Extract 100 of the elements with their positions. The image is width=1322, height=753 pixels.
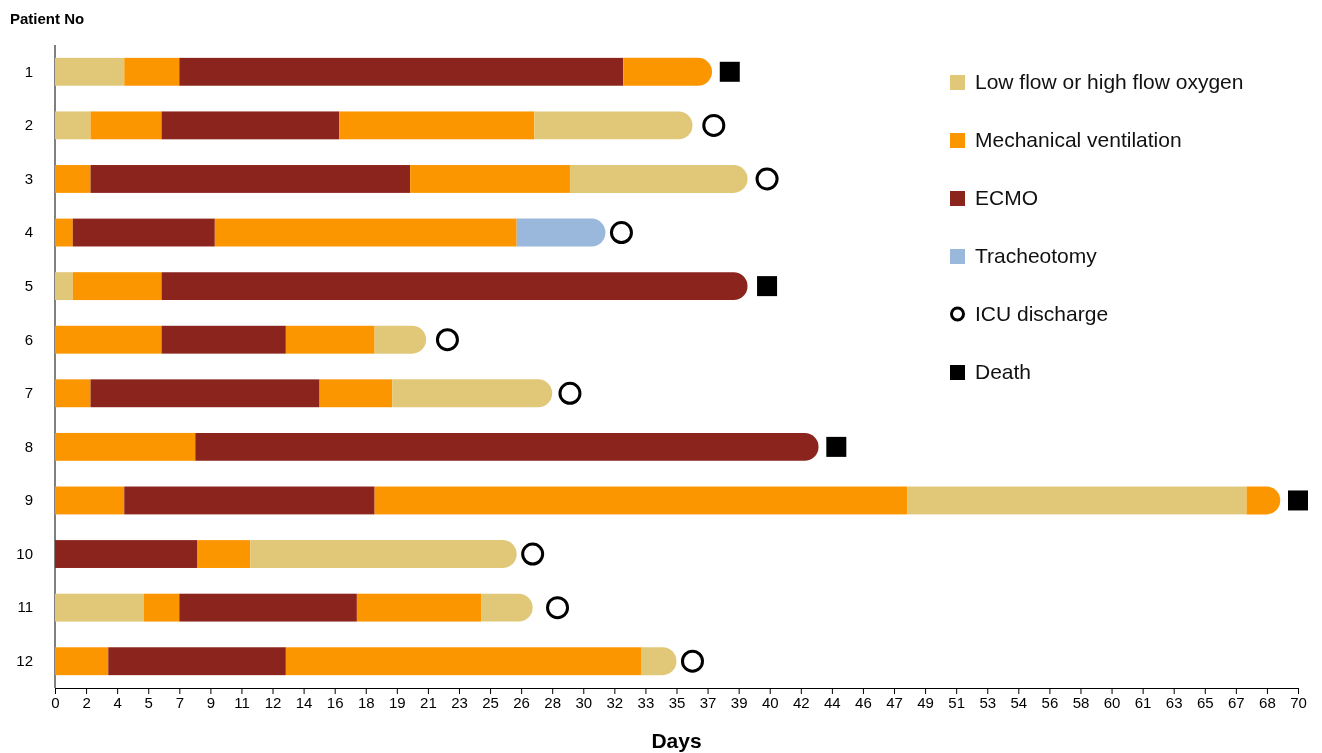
x-tick-label: 54 bbox=[1010, 693, 1028, 711]
x-tick-label: 9 bbox=[206, 693, 216, 711]
legend-label: ICU discharge bbox=[975, 302, 1109, 325]
x-tick-label: 16 bbox=[326, 693, 344, 711]
point bbox=[755, 167, 779, 191]
x-tick-label: 51 bbox=[948, 693, 966, 711]
x-tick-label: 28 bbox=[544, 693, 562, 711]
point bbox=[521, 542, 545, 566]
y-tick-label: 6 bbox=[24, 330, 33, 348]
legend-label: ECMO bbox=[975, 186, 1038, 209]
bar bbox=[55, 57, 125, 86]
legend-label: Mechanical ventilation bbox=[975, 128, 1182, 151]
x-tick-label: 18 bbox=[357, 693, 375, 711]
x-tick-label: 49 bbox=[917, 693, 934, 711]
point bbox=[546, 596, 570, 620]
bar bbox=[214, 218, 517, 247]
bar bbox=[161, 272, 748, 301]
point bbox=[826, 436, 847, 457]
point bbox=[702, 113, 726, 137]
x-tick-label: 68 bbox=[1259, 693, 1276, 711]
bar bbox=[55, 218, 73, 247]
x-tick-label: 56 bbox=[1041, 693, 1059, 711]
y-tick-label: 1 bbox=[24, 62, 33, 80]
x-tick-label: 4 bbox=[113, 693, 122, 711]
bar bbox=[392, 379, 553, 408]
bar bbox=[161, 111, 340, 140]
bar bbox=[250, 540, 517, 568]
bar bbox=[623, 57, 712, 86]
x-tick-label: 21 bbox=[420, 693, 437, 711]
bar bbox=[356, 593, 482, 622]
bar bbox=[55, 647, 109, 676]
y-tick-label: 9 bbox=[24, 491, 33, 509]
bar bbox=[534, 111, 693, 140]
x-tick-label: 12 bbox=[264, 693, 282, 711]
x-tick-label: 7 bbox=[175, 693, 184, 711]
bar bbox=[374, 486, 908, 515]
x-tick-label: 5 bbox=[144, 693, 153, 711]
y-tick-label: 4 bbox=[24, 223, 33, 241]
x-tick-label: 32 bbox=[606, 693, 624, 711]
bar bbox=[90, 165, 411, 193]
bar bbox=[143, 593, 180, 622]
x-tick-label: 60 bbox=[1103, 693, 1121, 711]
y-tick-label: 5 bbox=[24, 276, 33, 294]
point bbox=[1288, 490, 1308, 511]
x-tick-label: 47 bbox=[886, 693, 903, 711]
y-tick-label: 3 bbox=[24, 169, 33, 187]
x-tick-label: 67 bbox=[1228, 693, 1245, 711]
x-tick-label: 53 bbox=[979, 693, 997, 711]
x-tick-label: 30 bbox=[575, 693, 593, 711]
bar bbox=[410, 165, 570, 193]
y-tick-label: 7 bbox=[24, 384, 33, 402]
bar bbox=[195, 432, 819, 461]
bar bbox=[55, 379, 91, 408]
x-tick-label: 14 bbox=[295, 693, 313, 711]
bar bbox=[55, 432, 196, 461]
bar bbox=[285, 325, 375, 354]
bar bbox=[179, 593, 357, 622]
y-tick-label: 8 bbox=[24, 437, 33, 455]
x-tick-label: 58 bbox=[1072, 693, 1090, 711]
x-tick-label: 23 bbox=[451, 693, 468, 711]
bar bbox=[339, 111, 535, 140]
point bbox=[719, 61, 740, 82]
x-tick-label: 42 bbox=[792, 693, 810, 711]
bar bbox=[55, 325, 162, 354]
point bbox=[609, 221, 633, 245]
bar bbox=[569, 165, 748, 193]
bar bbox=[55, 165, 91, 193]
x-tick-label: 35 bbox=[668, 693, 686, 711]
bar bbox=[55, 111, 91, 140]
point bbox=[558, 381, 582, 405]
bar bbox=[108, 647, 286, 676]
x-tick-label: 25 bbox=[482, 693, 499, 711]
bar bbox=[124, 57, 180, 86]
y-tick-label: 12 bbox=[16, 652, 33, 670]
bar bbox=[90, 111, 162, 140]
point bbox=[757, 276, 778, 297]
y-tick-label: 10 bbox=[16, 544, 33, 562]
bar bbox=[55, 486, 125, 515]
x-tick-label: 61 bbox=[1134, 693, 1152, 711]
bar bbox=[197, 540, 251, 568]
x-tick-label: 0 bbox=[51, 693, 60, 711]
bar bbox=[124, 486, 375, 515]
bar bbox=[161, 325, 286, 354]
bar bbox=[55, 272, 73, 301]
x-tick-label: 40 bbox=[761, 693, 779, 711]
bar bbox=[374, 325, 427, 354]
bar bbox=[907, 486, 1247, 515]
x-tick-label: 2 bbox=[82, 693, 91, 711]
bar bbox=[285, 647, 641, 676]
x-tick-label: 63 bbox=[1165, 693, 1183, 711]
y-tick-label: 11 bbox=[17, 598, 33, 616]
x-tick-label: 70 bbox=[1290, 693, 1307, 711]
x-tick-label: 65 bbox=[1196, 693, 1214, 711]
x-tick-label: 44 bbox=[824, 693, 841, 711]
x-tick-label: 39 bbox=[730, 693, 748, 711]
y-tick-label: 2 bbox=[24, 116, 33, 134]
x-tick-label: 46 bbox=[855, 693, 872, 711]
legend-label: Tracheotomy bbox=[975, 244, 1098, 267]
bar bbox=[516, 218, 606, 247]
legend-label: Death bbox=[975, 360, 1032, 383]
